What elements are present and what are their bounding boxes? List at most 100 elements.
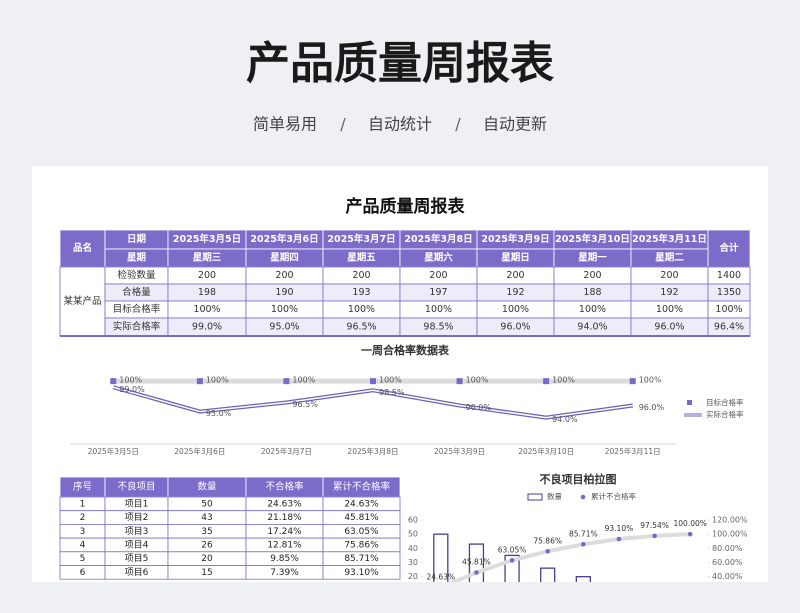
data-label: 97.54% [640,521,669,530]
label: 85.71% [344,554,379,564]
y-tick-label: 30 [408,558,418,567]
label: 43 [201,513,212,523]
subtitle-separator: / [340,115,346,134]
label: 数量 [197,481,217,493]
label: 100% [271,304,298,315]
data-label: 96.0% [639,403,665,412]
y2-tick-label: 40.00% [712,572,743,581]
table-cell [322,565,401,580]
label: 1400 [717,270,741,281]
label: 94.0% [577,322,607,333]
label: 50 [201,499,213,509]
data-label: 94.0% [552,415,578,424]
label: 100% [502,304,529,315]
data-label: 85.71% [569,529,598,538]
data-label: 100% [292,376,315,385]
legend-marker [687,400,692,405]
cumulative-marker [581,541,586,547]
label: 7.39% [270,568,299,578]
data-label: 45.81% [462,558,491,567]
label: 200 [275,270,293,281]
label: 98.5% [423,322,453,333]
data-label: 100.00% [674,519,707,528]
label: 项目4 [125,539,149,550]
label: 项目2 [125,512,149,523]
label: 2025年3月6日 [250,233,318,245]
label: 不合格率 [265,481,304,493]
label: 15 [201,568,212,578]
label: 200 [583,270,601,281]
label: 2025年3月7日 [327,233,395,245]
x-tick-label: 2025年3月10日 [518,446,574,456]
label: 1 [80,499,86,509]
cumulative-marker [687,531,693,537]
data-label: 96.0% [466,403,492,412]
label: 不良项目 [117,481,155,493]
data-label: 63.05% [498,545,527,554]
x-tick-label: 2025年3月8日 [347,446,398,456]
actual-line-inner [113,386,633,419]
data-label: 95.0% [206,409,232,418]
bar [575,576,591,582]
label: 星期五 [347,252,376,264]
label: 35 [201,527,212,537]
label: 项目1 [125,498,149,509]
label: 192 [506,287,524,298]
label: 24.63% [267,499,302,509]
label: 3 [80,527,86,537]
label: 99.0% [192,322,222,333]
y2-tick-label: 120.00% [712,516,748,525]
label: 100% [193,304,220,315]
label: 项目5 [125,553,149,564]
label: 星期 [127,252,146,264]
bar [540,567,556,582]
label: 20 [201,554,213,564]
label: 2025年3月5日 [173,233,241,245]
label: 目标合格率 [113,303,161,315]
data-label: 98.5% [379,388,405,397]
target-marker [456,378,463,385]
legend-label: 累计不合格率 [591,491,636,501]
data-label: 100% [552,376,575,385]
label: 2025年3月8日 [404,233,472,245]
subtitle-item: 自动统计 [368,115,432,134]
subtitle-item: 简单易用 [253,115,317,134]
label: 12.81% [267,540,302,550]
label: 累计不合格率 [333,481,391,493]
header-cell [707,229,751,268]
bar [433,533,449,582]
label: 193 [352,287,370,298]
label: 2 [80,513,86,523]
page-title: 产品质量周报表 [246,38,554,89]
cumulative-marker [652,533,657,539]
y2-tick-label: 60.00% [712,558,743,567]
cumulative-marker [509,558,515,563]
label: 品名 [73,242,92,254]
label: 100% [425,304,452,315]
table-cell [59,266,106,337]
label: 200 [429,270,447,281]
legend-marker [527,493,543,501]
label: 6 [80,568,86,578]
data-label: 96.5% [292,400,318,409]
target-marker [283,378,290,385]
label: 96.4% [714,322,744,333]
chart-title: 一周合格率数据表 [361,343,450,357]
target-marker [110,378,117,385]
subtitle-item: 自动更新 [483,115,547,134]
label: 95.0% [269,322,299,333]
target-marker [370,378,376,385]
label: 2025年3月11日 [632,233,707,245]
x-tick-label: 2025年3月7日 [261,446,312,456]
label: 100% [715,304,742,315]
label: 星期三 [193,252,222,264]
x-tick-label: 2025年3月5日 [88,446,139,456]
y-tick-label: 40 [408,544,418,553]
data-label: 99.0% [119,385,145,394]
y-tick-label: 60 [408,516,418,525]
label: 200 [660,270,678,281]
label: 星期日 [501,252,530,264]
y-tick-label: 50 [408,530,418,539]
